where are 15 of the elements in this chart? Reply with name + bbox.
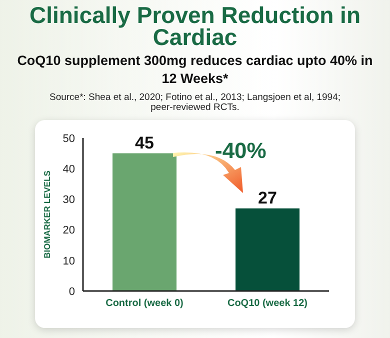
chart-subtitle: CoQ10 supplement 300mg reduces cardiac upto 40% in 12 Weeks* xyxy=(16,52,374,88)
y-tick-label: 50 xyxy=(62,132,75,145)
data-label: 27 xyxy=(258,188,277,208)
y-axis-title: BIOMARKER LEVELS xyxy=(42,170,52,258)
y-tick-label: 0 xyxy=(68,286,75,298)
y-tick-label: 20 xyxy=(62,224,75,237)
chart-title: Clinically Proven Reduction in Cardiac xyxy=(28,2,362,50)
y-tick-label: 40 xyxy=(62,164,75,176)
annotation: -40% xyxy=(215,138,266,164)
x-tick-label: Control (week 0) xyxy=(106,298,184,310)
x-tick-label: CoQ10 (week 12) xyxy=(227,298,308,310)
data-label: 45 xyxy=(135,133,154,152)
y-tick-label: 30 xyxy=(62,194,75,206)
source-note: Source*: Shea et al., 2020; Fotino et al., 2013; Langsjoen et al, 1994; peer-reviewed RCTs. xyxy=(48,92,342,113)
y-tick-label: 10 xyxy=(62,255,75,268)
